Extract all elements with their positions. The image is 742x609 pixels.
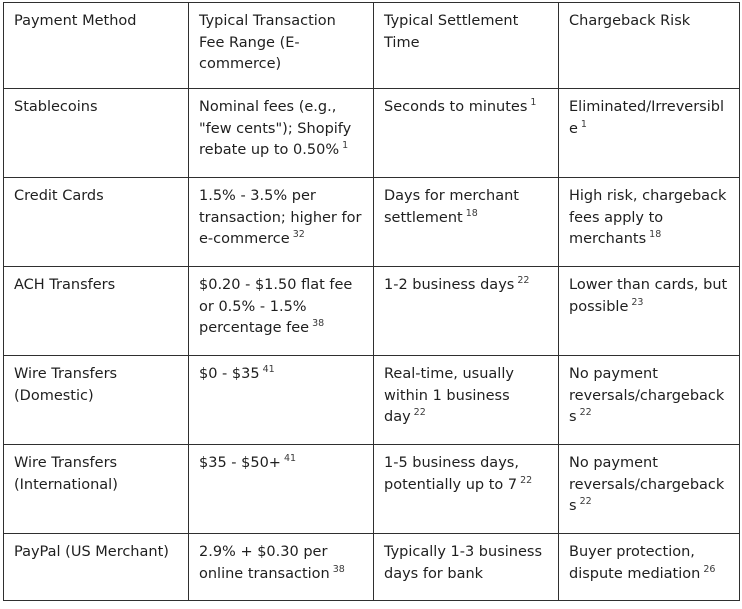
- citation-ref: 18: [465, 207, 478, 219]
- cell-text: Wire Transfers (International): [14, 455, 118, 493]
- table-cell: Seconds to minutes 1: [373, 88, 559, 178]
- citation-ref: 41: [262, 364, 275, 375]
- table-row: Wire Transfers (Domestic) $0 - $35 41 Rea…: [3, 355, 740, 445]
- citation-ref: 41: [283, 453, 297, 464]
- cell-text: High risk, chargeback fees apply to merc…: [569, 188, 727, 247]
- citation-ref: 38: [312, 318, 325, 329]
- citation-ref: 23: [631, 296, 644, 308]
- citation-ref: 32: [292, 229, 305, 240]
- table-cell: Eliminated/Irreversible 1: [558, 88, 740, 178]
- citation-ref: 1: [342, 140, 349, 151]
- table-cell: $35 - $50+ 41: [188, 444, 374, 534]
- cell-text: $0.20 - $1.50 flat fee or 0.5% - 1.5% pe…: [199, 277, 353, 336]
- cell-text: Wire Transfers (Domestic): [14, 366, 118, 404]
- table-cell: PayPal (US Merchant): [3, 533, 189, 601]
- cell-text: No payment reversals/chargebacks: [569, 455, 725, 514]
- table-cell: Nominal fees (e.g., "few cents"); Shopif…: [188, 88, 374, 178]
- citation-ref: 18: [649, 229, 662, 240]
- cell-text: $0 - $35: [199, 366, 260, 382]
- cell-text: 1-5 business days, potentially up to 7: [384, 455, 519, 493]
- header-cell: Typical Settlement Time: [373, 2, 559, 89]
- cell-text: Credit Cards: [14, 188, 104, 204]
- table-cell: 1-2 business days 22: [373, 266, 559, 356]
- payment-methods-table: Payment Method Typical Transaction Fee R…: [3, 2, 740, 601]
- cell-text: PayPal (US Merchant): [14, 544, 169, 560]
- citation-ref: 22: [520, 474, 533, 486]
- cell-text: Days for merchant settlement: [384, 188, 519, 226]
- table-cell: No payment reversals/chargebacks 22: [558, 355, 740, 445]
- citation-ref: 1: [580, 118, 587, 130]
- table-cell: ACH Transfers: [3, 266, 189, 356]
- citation-ref: 22: [517, 275, 530, 286]
- table-cell: 2.9% + $0.30 per online transaction 38: [188, 533, 374, 601]
- table-cell: $0 - $35 41: [188, 355, 374, 445]
- table-cell: Typically 1-3 business days for bank: [373, 533, 559, 601]
- table-header-row: Payment Method Typical Transaction Fee R…: [3, 2, 740, 89]
- table-cell: Wire Transfers (Domestic): [3, 355, 189, 445]
- table-cell: Wire Transfers (International): [3, 444, 189, 534]
- table-cell: Buyer protection, dispute mediation 26: [558, 533, 740, 601]
- table-cell: $0.20 - $1.50 flat fee or 0.5% - 1.5% pe…: [188, 266, 374, 356]
- table-row: Credit Cards 1.5% - 3.5% per transaction…: [3, 177, 740, 267]
- table-cell: 1.5% - 3.5% per transaction; higher for …: [188, 177, 374, 267]
- cell-text: Lower than cards, but possible: [569, 277, 728, 315]
- table-cell: Credit Cards: [3, 177, 189, 267]
- table-row: ACH Transfers $0.20 - $1.50 flat fee or …: [3, 266, 740, 356]
- table-cell: 1-5 business days, potentially up to 7 22: [373, 444, 559, 534]
- cell-text: No payment reversals/chargebacks: [569, 366, 725, 425]
- table-cell: Days for merchant settlement 18: [373, 177, 559, 267]
- cell-text: Buyer protection, dispute mediation: [569, 544, 701, 582]
- cell-text: 2.9% + $0.30 per online transaction: [199, 544, 330, 582]
- cell-text: 1-2 business days: [384, 277, 515, 293]
- cell-text: Real-time, usually within 1 business day: [384, 366, 514, 425]
- table-cell: Lower than cards, but possible 23: [558, 266, 740, 356]
- cell-text: $35 - $50+: [199, 455, 281, 471]
- citation-ref: 22: [579, 496, 592, 507]
- header-settlement-time: Typical Settlement Time: [384, 13, 519, 51]
- cell-text: 1.5% - 3.5% per transaction; higher for …: [199, 188, 362, 247]
- table-row: Stablecoins Nominal fees (e.g., "few cen…: [3, 88, 740, 178]
- table-cell: No payment reversals/chargebacks 22: [558, 444, 740, 534]
- header-chargeback-risk: Chargeback Risk: [569, 13, 691, 29]
- header-fee-range: Typical Transaction Fee Range (E-commerc…: [199, 13, 336, 72]
- table-cell: Real-time, usually within 1 business day…: [373, 355, 559, 445]
- header-cell: Payment Method: [3, 2, 189, 89]
- cell-text: Stablecoins: [14, 99, 98, 115]
- citation-ref: 38: [332, 563, 345, 575]
- citation-ref: 1: [530, 97, 537, 108]
- citation-ref: 22: [579, 407, 592, 418]
- cell-text: Nominal fees (e.g., "few cents"); Shopif…: [199, 99, 352, 158]
- cell-text: ACH Transfers: [14, 277, 116, 293]
- table-cell: Stablecoins: [3, 88, 189, 178]
- cell-text: Seconds to minutes: [384, 99, 528, 115]
- citation-ref: 26: [703, 563, 716, 575]
- table-row: Wire Transfers (International) $35 - $50…: [3, 444, 740, 534]
- table-row: PayPal (US Merchant) 2.9% + $0.30 per on…: [3, 533, 740, 601]
- header-payment-method: Payment Method: [14, 13, 137, 29]
- table-cell: High risk, chargeback fees apply to merc…: [558, 177, 740, 267]
- citation-ref: 22: [413, 407, 426, 418]
- cell-text: Typically 1-3 business days for bank: [384, 544, 543, 582]
- header-cell: Chargeback Risk: [558, 2, 740, 89]
- cell-text: Eliminated/Irreversible: [569, 99, 724, 137]
- header-cell: Typical Transaction Fee Range (E-commerc…: [188, 2, 374, 89]
